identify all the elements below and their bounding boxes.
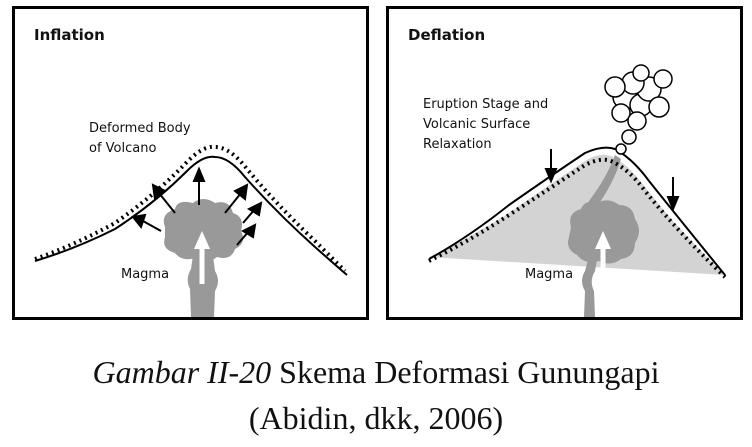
magma-rise-arrow <box>595 231 611 284</box>
deflation-title: Deflation <box>408 26 486 44</box>
magma-conduit <box>582 155 621 317</box>
magma-chamber <box>568 200 639 264</box>
subsidence-arrows <box>544 149 680 212</box>
figure-caption: Gambar II-20 Skema Deformasi Gunungapi <box>0 352 752 392</box>
previous-surface-line <box>428 146 726 276</box>
deformed-body-label: Deformed Body of Volcano <box>89 121 191 156</box>
eruption-stage-label: Eruption Stage and Volcanic Surface Rela… <box>423 97 549 152</box>
deflation-diagram <box>428 64 727 317</box>
magma-label: Magma <box>121 267 170 282</box>
deformed-surface-dotted <box>34 144 347 273</box>
magma-chamber <box>163 199 243 261</box>
inflation-panel: Inflation Deformed Body of Volcano Magma <box>12 6 369 320</box>
expansion-arrows <box>131 166 263 246</box>
figure-ref: Gambar II-20 <box>92 354 272 390</box>
deflation-panel: Deflation Eruption Stage and Volcanic Su… <box>386 6 743 320</box>
magma-rise-arrow <box>194 231 210 284</box>
inflation-diagram <box>34 144 348 317</box>
original-surface-line <box>34 155 348 276</box>
inflation-title: Inflation <box>34 26 105 44</box>
figure-source: (Abidin, dkk, 2006) <box>248 400 504 436</box>
relaxed-surface-dotted <box>428 157 727 279</box>
eruption-cloud <box>604 64 673 155</box>
magma-label: Magma <box>525 267 574 282</box>
figure-title: Skema Deformasi Gunungapi <box>271 354 660 390</box>
